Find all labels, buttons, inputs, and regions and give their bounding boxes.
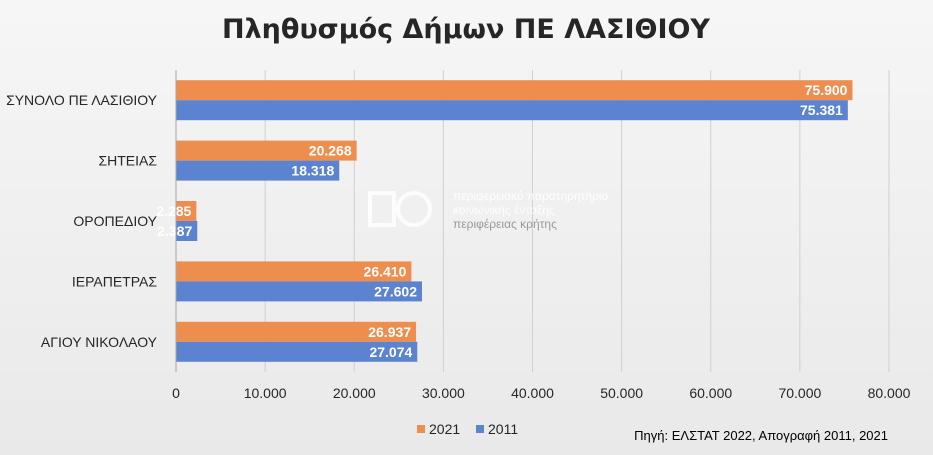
x-tick-label: 70.000: [778, 385, 821, 401]
bar-2011: [176, 160, 340, 181]
data-label-2021: 2.285: [156, 203, 191, 219]
bar-2021: [176, 80, 853, 101]
legend: 2021 2011: [417, 421, 518, 437]
data-label-2011: 18.318: [291, 163, 334, 179]
category-labels: ΣΥΝΟΛΟ ΠΕ ΛΑΣΙΘΙΟΥ ΣΗΤΕΙΑΣ ΟΡΟΠΕΔΙΟΥ ΙΕΡΑΠΕ…: [6, 92, 158, 350]
x-tick-label: 50.000: [600, 385, 643, 401]
watermark-line-2: κοινωνικής ένταξης: [453, 203, 555, 217]
data-label-2021: 75.900: [805, 82, 848, 98]
legend-swatch-2011: [476, 425, 484, 433]
data-label-2021: 26.410: [364, 263, 407, 279]
x-tick-label: 0: [172, 385, 180, 401]
category-label: ΑΓΙΟΥ ΝΙΚΟΛΑΟΥ: [41, 334, 158, 350]
source-note: Πηγή: ΕΛΣΤΑΤ 2022, Απογραφή 2011, 2021: [634, 428, 888, 443]
x-tick-label: 30.000: [422, 385, 465, 401]
x-tick-label: 40.000: [511, 385, 554, 401]
watermark: περιφερειακό παρατηρητήριο κοινωνικής έν…: [368, 189, 609, 231]
x-tick-labels: 0 10.000 20.000 30.000 40.000 50.000 60.000 70.…: [172, 385, 911, 401]
legend-label-2021: 2021: [429, 421, 460, 437]
legend-label-2011: 2011: [488, 421, 518, 437]
bar-2021: [176, 201, 197, 221]
category-label: ΣΥΝΟΛΟ ΠΕ ΛΑΣΙΘΙΟΥ: [6, 92, 158, 108]
chart-title: Πληθυσμός Δήμων ΠΕ ΛΑΣΙΘΙΟΥ: [222, 14, 710, 45]
data-label-2011: 27.074: [369, 344, 412, 360]
category-label: ΣΗΤΕΙΑΣ: [98, 153, 157, 169]
bars: 75.900 75.381 20.268 18.318 2.285 2.387 26.410…: [156, 80, 853, 362]
bar-2011: [176, 221, 198, 241]
bar-2011: [176, 281, 423, 302]
data-label-2021: 20.268: [309, 143, 352, 159]
watermark-line-3: περιφέρειας κρήτης: [453, 217, 557, 231]
category-label: ΟΡΟΠΕΔΙΟΥ: [73, 213, 157, 229]
gridlines: [264, 70, 890, 372]
bar-2011: [176, 100, 848, 121]
bar-2011: [176, 341, 418, 362]
bar-2021: [176, 261, 412, 282]
data-label-2011: 75.381: [800, 102, 843, 118]
x-tick-label: 60.000: [689, 385, 732, 401]
data-label-2011: 27.602: [374, 283, 417, 299]
category-label: ΙΕΡΑΠΕΤΡΑΣ: [72, 273, 158, 289]
bar-2021: [176, 140, 357, 161]
bar-2021: [176, 321, 417, 342]
data-label-2011: 2.387: [157, 223, 192, 239]
x-tick-label: 80.000: [868, 385, 911, 401]
data-label-2021: 26.937: [368, 324, 411, 340]
watermark-line-1: περιφερειακό παρατηρητήριο: [453, 189, 609, 203]
observatory-logo-icon: [368, 191, 432, 227]
x-tick-label: 10.000: [244, 385, 287, 401]
x-tick-label: 20.000: [333, 385, 376, 401]
legend-swatch-2021: [417, 425, 425, 433]
